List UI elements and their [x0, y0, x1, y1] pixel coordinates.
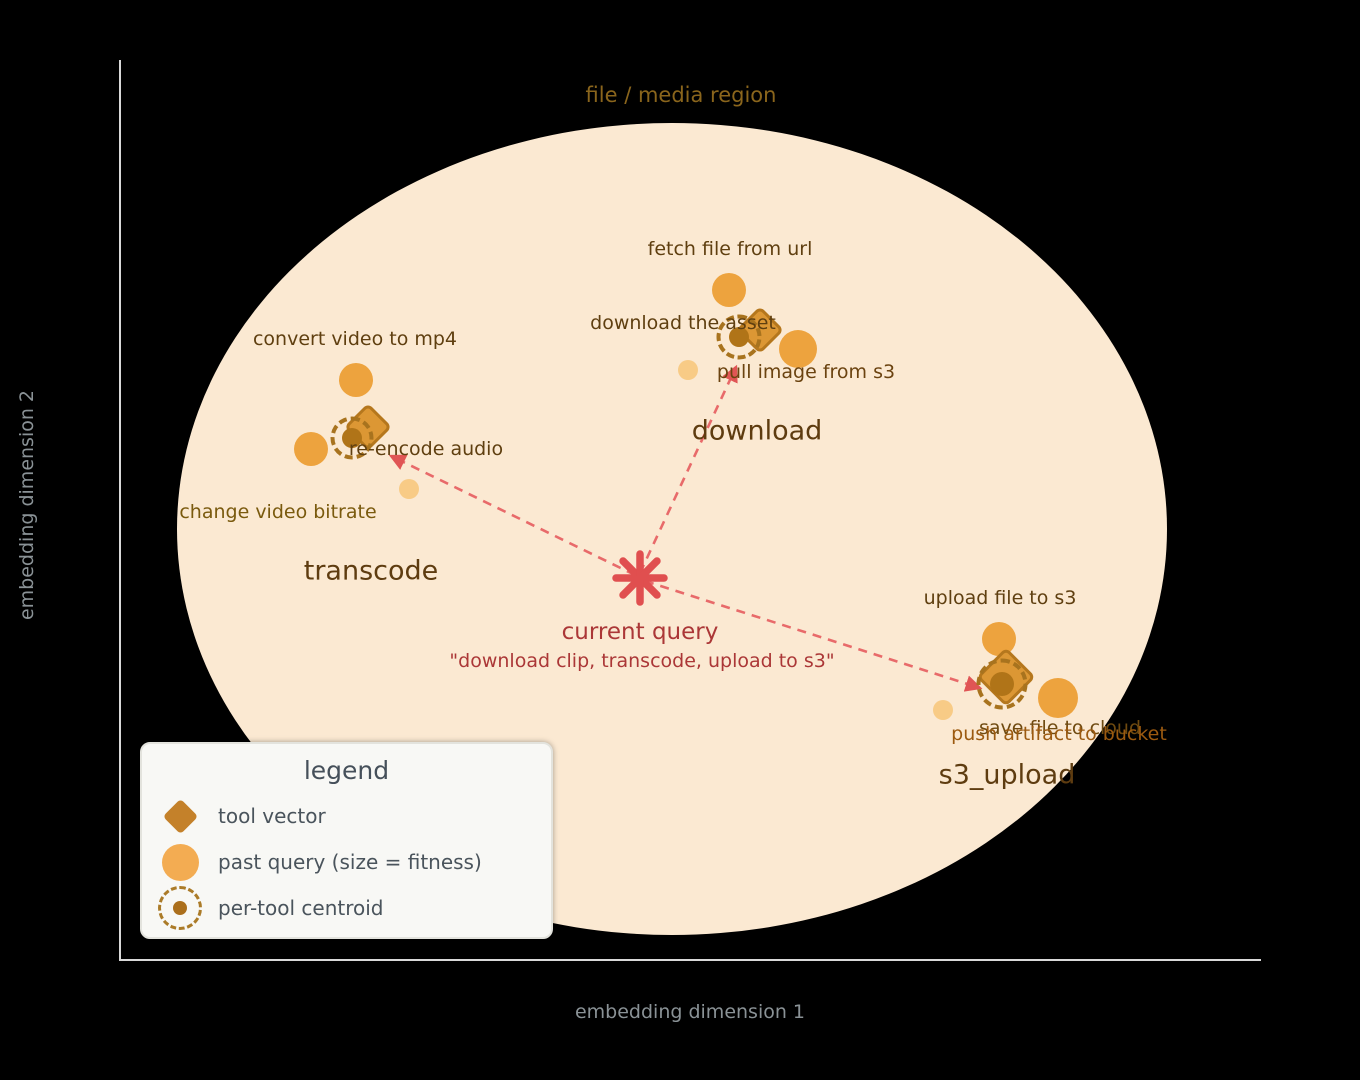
legend-label-past-query: past query (size = fitness) — [218, 850, 482, 874]
past-query-point — [779, 330, 817, 368]
current-query-label: current query — [561, 619, 719, 645]
query-point-label: convert video to mp4 — [252, 328, 458, 350]
connection-line-download — [638, 364, 738, 574]
tool-vector-diamond-icon — [162, 798, 198, 834]
query-point-label: re-encode audio — [348, 438, 504, 460]
query-point-label: save file to cloud — [978, 717, 1142, 739]
centroid-ring — [716, 314, 762, 360]
past-query-point — [933, 700, 953, 720]
legend-label-tool-vector: tool vector — [218, 804, 326, 828]
legend-row-tool-vector: tool vector — [142, 793, 551, 839]
query-point-label: change video bitrate — [179, 501, 377, 523]
past-query-point — [678, 360, 698, 380]
centroid-dot — [342, 428, 362, 448]
region-label: file / media region — [585, 83, 777, 107]
cluster-label-download: download — [691, 415, 823, 447]
query-point-label: upload file to s3 — [923, 587, 1077, 609]
legend-label-centroid: per-tool centroid — [218, 896, 384, 920]
legend-row-centroid: per-tool centroid — [142, 885, 551, 931]
centroid-dot — [729, 327, 749, 347]
past-query-point — [1038, 678, 1078, 718]
current-query-quote: "download clip, transcode, upload to s3" — [449, 650, 835, 672]
legend-title: legend — [303, 756, 390, 785]
query-point-label: download the asset — [590, 312, 776, 334]
legend-rows: tool vector past query (size = fitness) … — [142, 793, 551, 931]
cluster-label-transcode: transcode — [303, 555, 439, 587]
per-tool-centroid-icon — [158, 886, 202, 930]
past-query-point — [294, 432, 328, 466]
past-query-point — [712, 273, 746, 307]
past-query-circle-icon — [161, 843, 199, 881]
past-query-point — [339, 363, 373, 397]
y-axis-spine — [119, 60, 121, 961]
past-query-point — [399, 479, 419, 499]
query-point-label: fetch file from url — [647, 238, 813, 260]
connection-line-s3_upload — [644, 579, 983, 692]
x-axis-label: embedding dimension 1 — [574, 1001, 806, 1023]
centroid-dot — [990, 672, 1014, 696]
centroid-ring — [330, 416, 374, 460]
legend-row-past-query: past query (size = fitness) — [142, 839, 551, 885]
legend-box: legend tool vector past query (size = fi… — [140, 742, 553, 939]
past-query-point — [982, 622, 1016, 656]
cluster-label-s3_upload: s3_upload — [938, 759, 1076, 791]
connection-line-transcode — [388, 454, 636, 577]
query-point-label: push artifact to bucket — [951, 723, 1167, 745]
x-axis-spine — [119, 959, 1261, 961]
query-point-label: pull image from s3 — [716, 361, 896, 383]
